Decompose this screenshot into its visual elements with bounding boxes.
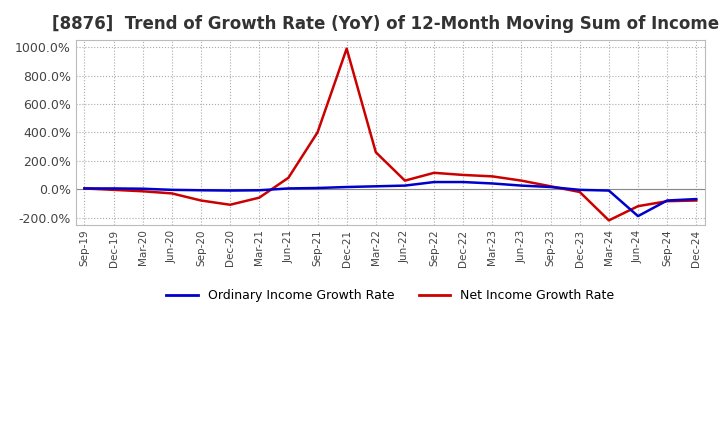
Net Income Growth Rate xyxy=(226,202,235,207)
Net Income Growth Rate xyxy=(663,198,672,204)
Net Income Growth Rate xyxy=(400,178,409,183)
Net Income Growth Rate xyxy=(692,198,701,203)
Legend: Ordinary Income Growth Rate, Net Income Growth Rate: Ordinary Income Growth Rate, Net Income … xyxy=(161,284,619,307)
Ordinary Income Growth Rate xyxy=(517,183,526,188)
Ordinary Income Growth Rate xyxy=(663,198,672,203)
Ordinary Income Growth Rate xyxy=(284,186,293,191)
Net Income Growth Rate xyxy=(138,189,147,194)
Net Income Growth Rate xyxy=(546,183,555,189)
Line: Net Income Growth Rate: Net Income Growth Rate xyxy=(84,49,696,220)
Net Income Growth Rate xyxy=(197,198,205,203)
Net Income Growth Rate xyxy=(372,150,380,155)
Ordinary Income Growth Rate xyxy=(546,184,555,190)
Net Income Growth Rate xyxy=(284,175,293,180)
Ordinary Income Growth Rate xyxy=(138,186,147,191)
Ordinary Income Growth Rate xyxy=(430,180,438,185)
Ordinary Income Growth Rate xyxy=(80,186,89,191)
Ordinary Income Growth Rate xyxy=(197,187,205,193)
Net Income Growth Rate xyxy=(342,46,351,51)
Ordinary Income Growth Rate xyxy=(255,187,264,193)
Net Income Growth Rate xyxy=(430,170,438,176)
Ordinary Income Growth Rate xyxy=(459,180,467,185)
Ordinary Income Growth Rate xyxy=(575,187,584,192)
Net Income Growth Rate xyxy=(517,178,526,183)
Ordinary Income Growth Rate xyxy=(605,188,613,193)
Title: [8876]  Trend of Growth Rate (YoY) of 12-Month Moving Sum of Incomes: [8876] Trend of Growth Rate (YoY) of 12-… xyxy=(52,15,720,33)
Ordinary Income Growth Rate xyxy=(400,183,409,188)
Ordinary Income Growth Rate xyxy=(342,184,351,190)
Net Income Growth Rate xyxy=(634,204,642,209)
Ordinary Income Growth Rate xyxy=(692,196,701,202)
Net Income Growth Rate xyxy=(109,187,118,192)
Net Income Growth Rate xyxy=(80,186,89,191)
Net Income Growth Rate xyxy=(168,191,176,196)
Ordinary Income Growth Rate xyxy=(488,181,497,186)
Ordinary Income Growth Rate xyxy=(109,186,118,191)
Net Income Growth Rate xyxy=(255,195,264,200)
Line: Ordinary Income Growth Rate: Ordinary Income Growth Rate xyxy=(84,182,696,216)
Net Income Growth Rate xyxy=(605,218,613,223)
Net Income Growth Rate xyxy=(313,130,322,135)
Net Income Growth Rate xyxy=(575,189,584,194)
Net Income Growth Rate xyxy=(459,172,467,178)
Net Income Growth Rate xyxy=(488,174,497,179)
Ordinary Income Growth Rate xyxy=(313,185,322,191)
Ordinary Income Growth Rate xyxy=(168,187,176,192)
Ordinary Income Growth Rate xyxy=(634,213,642,219)
Ordinary Income Growth Rate xyxy=(226,188,235,193)
Ordinary Income Growth Rate xyxy=(372,183,380,189)
